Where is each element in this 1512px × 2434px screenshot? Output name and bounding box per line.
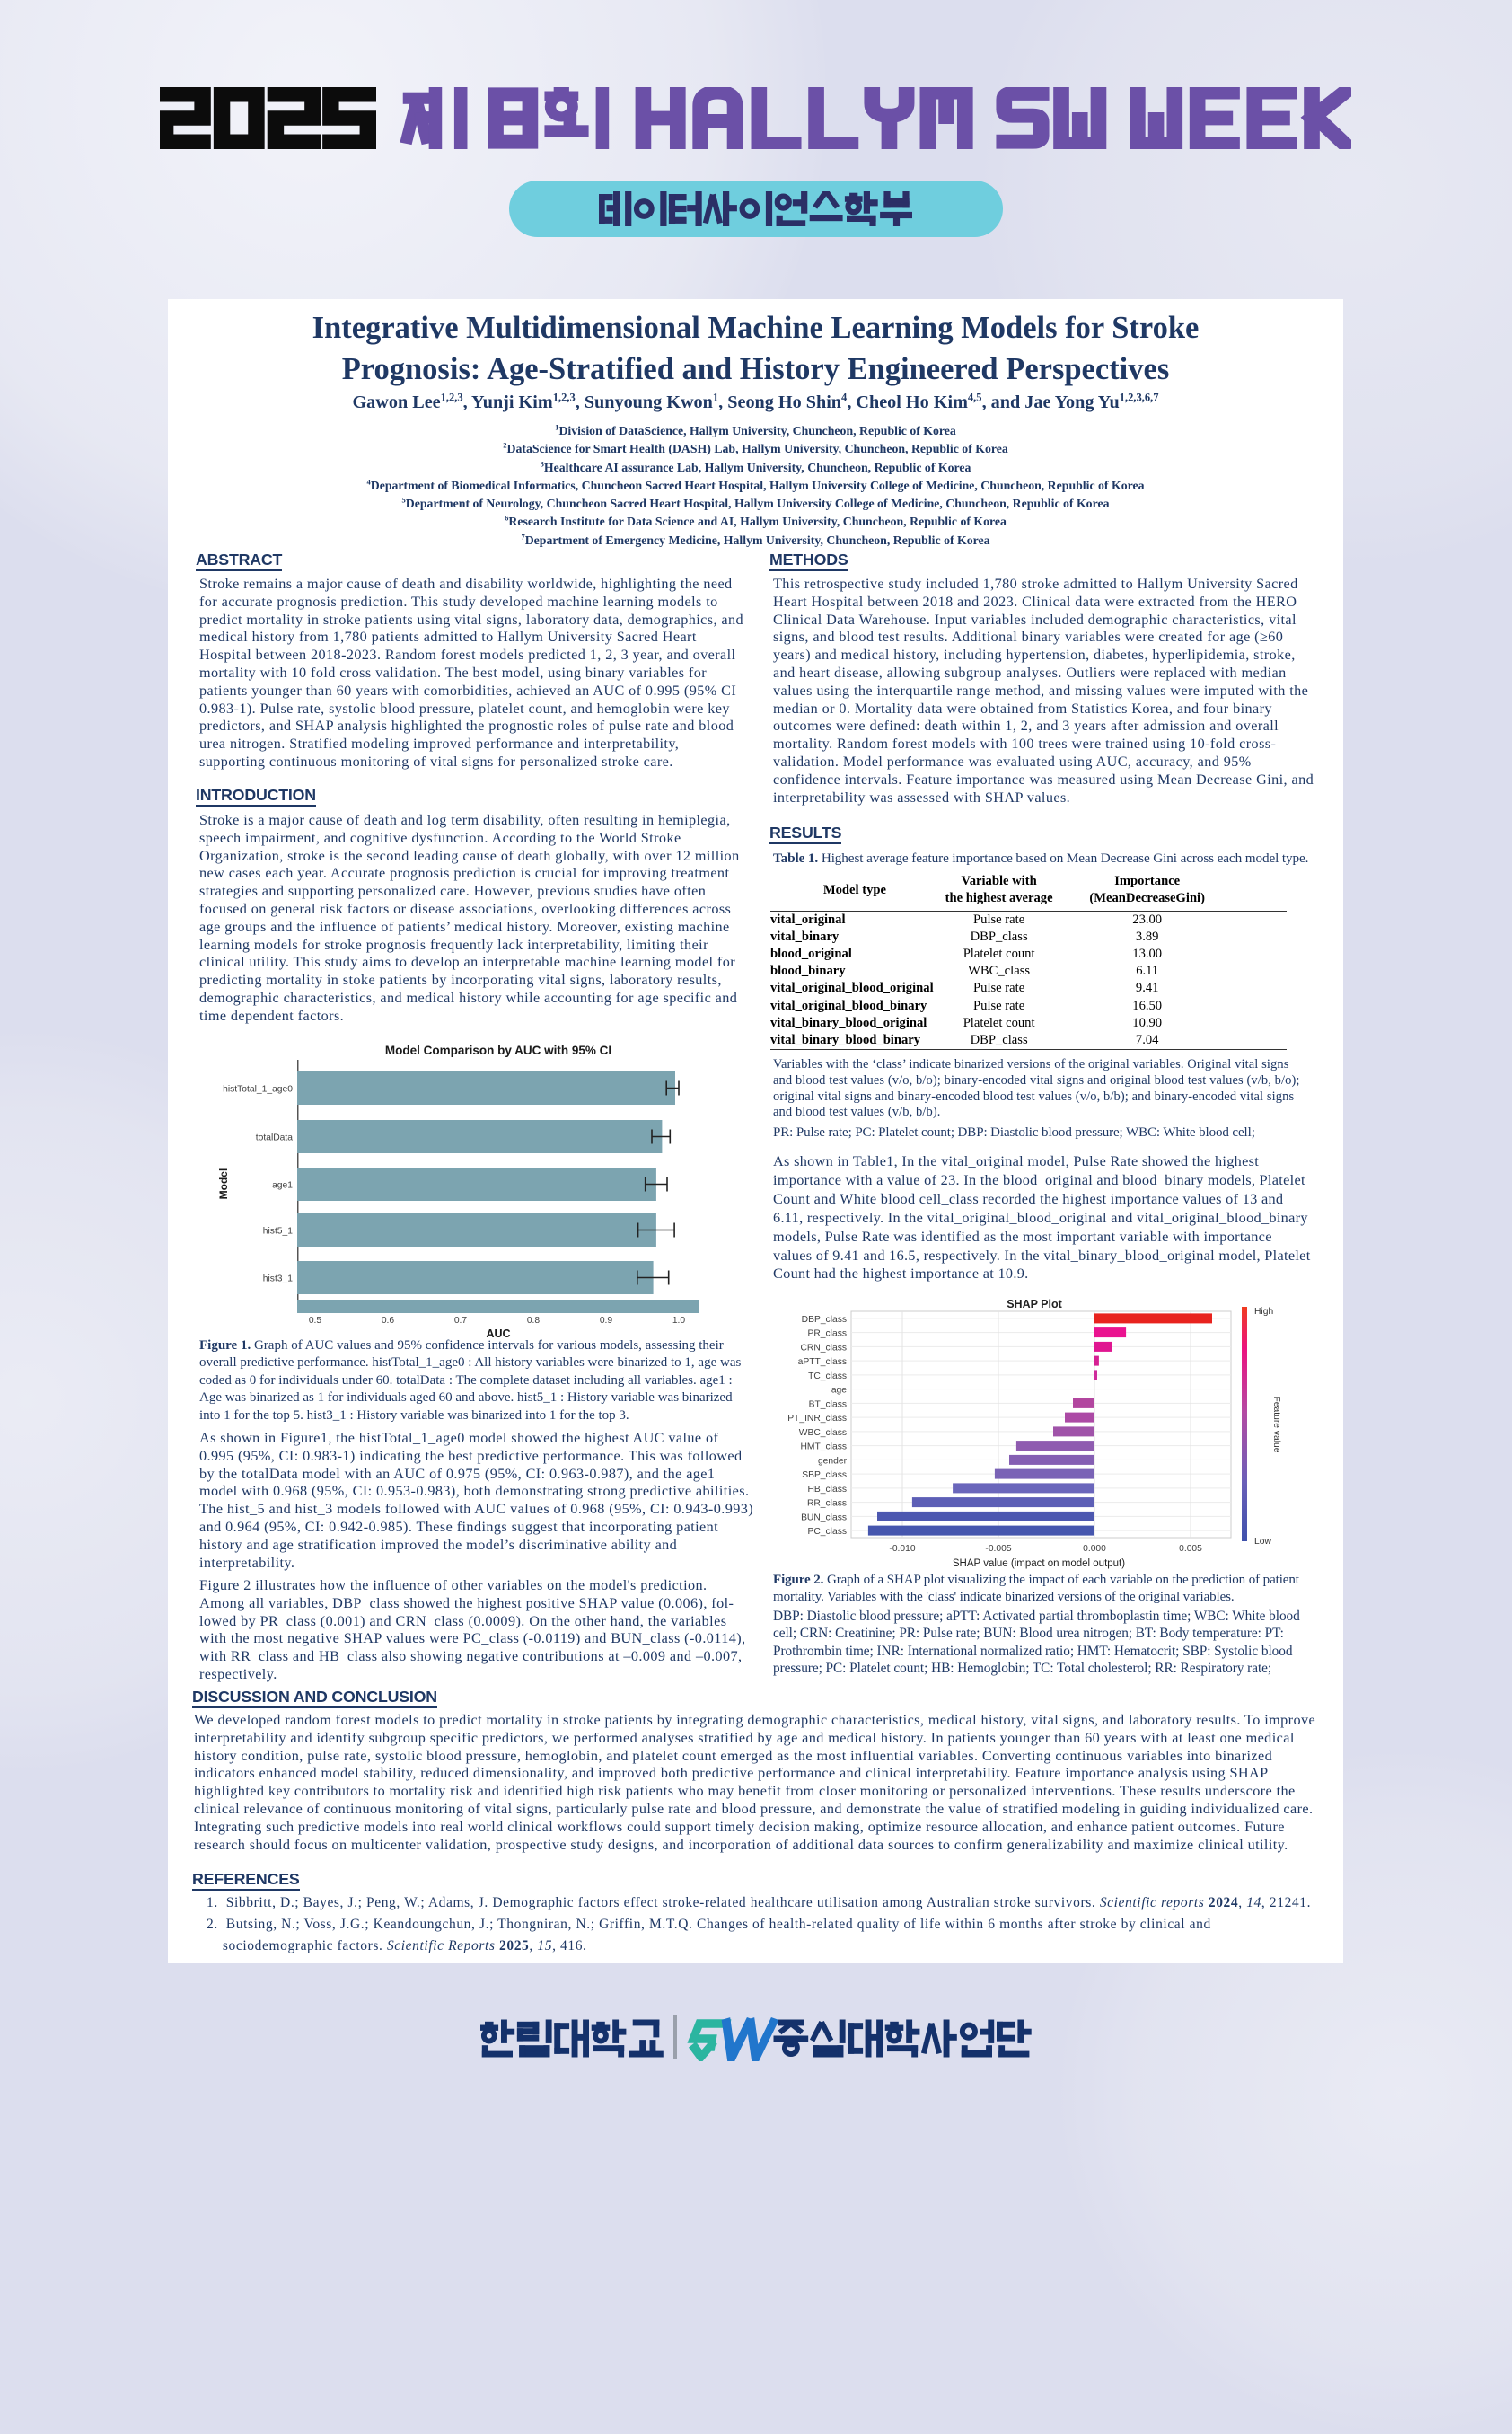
svg-text:PC_class: PC_class — [808, 1527, 848, 1537]
svg-text:SHAP value (impact on model ou: SHAP value (impact on model output) — [953, 1558, 1125, 1569]
svg-text:HMT_class: HMT_class — [801, 1442, 848, 1452]
svg-text:histTotal_1_age0: histTotal_1_age0 — [223, 1085, 293, 1095]
svg-text:BUN_class: BUN_class — [801, 1512, 847, 1522]
svg-text:High: High — [1254, 1307, 1273, 1317]
svg-text:AUC: AUC — [486, 1327, 510, 1340]
svg-text:0.005: 0.005 — [1179, 1544, 1202, 1554]
svg-text:totalData: totalData — [256, 1133, 293, 1143]
svg-text:0.6: 0.6 — [382, 1316, 395, 1326]
svg-text:0.9: 0.9 — [600, 1316, 613, 1326]
svg-text:Model: Model — [217, 1168, 230, 1200]
svg-text:PT_INR_class: PT_INR_class — [787, 1414, 847, 1424]
svg-text:HB_class: HB_class — [808, 1485, 848, 1495]
svg-text:TC_class: TC_class — [808, 1371, 847, 1381]
svg-text:1.0: 1.0 — [672, 1316, 686, 1326]
svg-text:0.5: 0.5 — [309, 1316, 322, 1326]
svg-text:CRN_class: CRN_class — [801, 1343, 848, 1353]
svg-text:-0.010: -0.010 — [889, 1544, 915, 1554]
svg-text:WBC_class: WBC_class — [799, 1428, 847, 1438]
svg-text:hist3_1: hist3_1 — [263, 1274, 293, 1284]
svg-text:PR_class: PR_class — [808, 1329, 848, 1339]
svg-text:Low: Low — [1254, 1537, 1271, 1547]
svg-text:0.7: 0.7 — [454, 1316, 468, 1326]
svg-text:Feature value: Feature value — [1271, 1397, 1281, 1453]
svg-text:0.000: 0.000 — [1083, 1544, 1106, 1554]
svg-text:aPTT_class: aPTT_class — [798, 1357, 847, 1367]
svg-text:SBP_class: SBP_class — [802, 1470, 847, 1480]
svg-text:SHAP Plot: SHAP Plot — [1007, 1298, 1062, 1310]
svg-text:0.8: 0.8 — [527, 1316, 541, 1326]
svg-text:RR_class: RR_class — [807, 1499, 847, 1509]
svg-text:age1: age1 — [272, 1181, 293, 1191]
svg-text:hist5_1: hist5_1 — [263, 1227, 293, 1237]
svg-text:-0.005: -0.005 — [985, 1544, 1011, 1554]
svg-text:gender: gender — [818, 1456, 848, 1466]
svg-text:age: age — [831, 1386, 847, 1396]
svg-text:Model Comparison by AUC with 9: Model Comparison by AUC with 95% CI — [385, 1044, 611, 1057]
svg-text:BT_class: BT_class — [809, 1399, 847, 1409]
svg-text:DBP_class: DBP_class — [802, 1315, 847, 1325]
